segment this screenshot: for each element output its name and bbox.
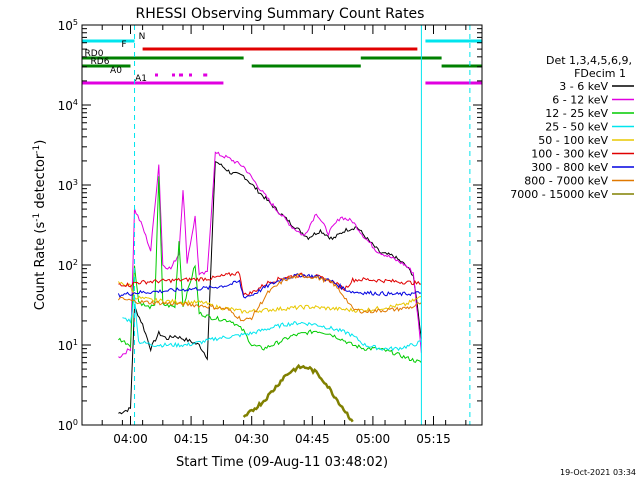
- x-axis-label: Start Time (09-Aug-11 03:48:02): [176, 455, 388, 470]
- flag-label: F: [121, 40, 126, 50]
- y-tick-label: 101: [58, 338, 78, 353]
- x-tick-label: 05:00: [356, 432, 391, 446]
- y-axis-label-exp-2: -1: [32, 145, 42, 154]
- y-tick-exponent: 4: [73, 98, 78, 107]
- y-tick-base: 10: [58, 259, 73, 273]
- series-line: [118, 151, 422, 359]
- legend-label: 300 - 800 keV: [531, 161, 608, 174]
- series-line: [117, 273, 422, 299]
- y-tick-label: 100: [58, 418, 78, 433]
- y-tick-label: 102: [58, 258, 78, 273]
- x-tick-label: 04:45: [295, 432, 330, 446]
- y-axis-label-main: Count Rate (s: [33, 222, 48, 311]
- flag-label: RD6: [91, 57, 110, 67]
- legend-label: 3 - 6 keV: [559, 80, 608, 93]
- flag-label: N: [139, 32, 146, 42]
- y-axis-label-tail: detector: [33, 153, 48, 213]
- legend-header-line-1: Det 1,3,4,5,6,9,: [546, 54, 632, 67]
- flag-dot: [172, 73, 175, 77]
- x-tick-label: 05:15: [416, 432, 451, 446]
- x-tick-label: 04:00: [113, 432, 148, 446]
- series-line: [117, 273, 422, 322]
- y-tick-base: 10: [58, 19, 73, 33]
- series-line: [118, 271, 422, 297]
- y-tick-base: 10: [58, 419, 73, 433]
- plot-frame: [81, 24, 483, 426]
- series-line: [117, 281, 422, 315]
- x-axis: 04:00 04:15 04:30 04:45 05:00 05:15: [81, 25, 467, 446]
- legend-label: 12 - 25 keV: [545, 107, 608, 120]
- x-tick-label: 04:30: [234, 432, 269, 446]
- y-tick-label: 103: [58, 178, 78, 193]
- flag-label: A1: [135, 74, 147, 84]
- series-lines: [117, 151, 422, 423]
- generation-timestamp: 19-Oct-2021 03:34: [560, 468, 636, 477]
- series-line: [242, 363, 354, 423]
- legend-label: 7000 - 15000 keV: [510, 188, 608, 201]
- x-tick-label: 04:15: [174, 432, 209, 446]
- legend-label: 6 - 12 keV: [552, 94, 608, 107]
- y-tick-exponent: 3: [73, 178, 78, 187]
- y-tick-base: 10: [58, 339, 73, 353]
- legend-label: 50 - 100 keV: [538, 134, 608, 147]
- y-axis-label-close: ): [33, 140, 48, 145]
- y-tick-exponent: 5: [73, 18, 78, 27]
- flag-label: A0: [110, 66, 122, 76]
- y-tick-base: 10: [58, 99, 73, 113]
- chart-title: RHESSI Observing Summary Count Rates: [136, 6, 425, 22]
- y-tick-label: 104: [58, 98, 78, 113]
- flag-label: RD0: [85, 49, 104, 59]
- y-tick-label: 105: [58, 18, 78, 33]
- y-tick-exponent: 2: [73, 258, 78, 267]
- flag-dot: [155, 73, 158, 77]
- y-axis-label-exp: -1: [32, 213, 42, 222]
- legend-label: 800 - 7000 keV: [524, 175, 608, 188]
- legend-label: 25 - 50 keV: [545, 121, 608, 134]
- y-tick-exponent: 1: [73, 338, 78, 347]
- vertical-markers: [134, 25, 471, 425]
- y-axis-label: Count Rate (s-1 detector-1): [32, 140, 48, 311]
- flag-dot: [189, 73, 192, 77]
- legend-header-line-2: FDecim 1: [574, 67, 626, 80]
- y-tick-exponent: 0: [73, 418, 78, 427]
- series-line: [122, 296, 422, 352]
- legend-label: 100 - 300 keV: [531, 148, 608, 161]
- series-line: [118, 176, 422, 364]
- y-tick-base: 10: [58, 179, 73, 193]
